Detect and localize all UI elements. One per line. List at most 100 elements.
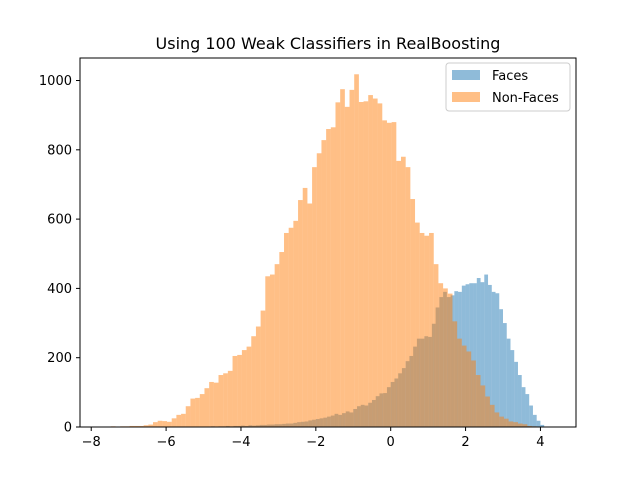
histogram-bar: [499, 417, 504, 427]
histogram-bar: [233, 356, 238, 427]
histogram-bar: [434, 264, 439, 427]
legend-swatch: [452, 92, 480, 102]
histogram-bar: [518, 424, 523, 427]
histogram-bar: [401, 157, 406, 427]
y-tick-label: 600: [47, 213, 72, 228]
histogram-bar: [209, 382, 214, 427]
histogram-bar: [537, 421, 541, 427]
histogram-bar: [485, 397, 490, 427]
histogram-bar: [495, 412, 500, 427]
histogram-bar: [172, 418, 177, 427]
histogram-bar: [317, 153, 322, 427]
x-tick-label: 4: [536, 435, 544, 450]
histogram-bar: [307, 204, 312, 427]
histogram-bar: [420, 233, 425, 427]
histogram-bar: [533, 415, 537, 427]
histogram-bar: [219, 375, 224, 427]
histogram-bar: [499, 309, 503, 427]
histogram-bar: [457, 339, 462, 427]
histogram-bar: [270, 275, 275, 427]
histogram-bar: [261, 311, 266, 427]
histogram-bar: [359, 102, 364, 427]
histogram-bar: [378, 103, 383, 427]
histogram-bar: [368, 95, 373, 427]
histogram-bar: [507, 339, 511, 427]
histogram-bar: [176, 415, 181, 427]
histogram-bar: [424, 236, 429, 427]
histogram-bar: [387, 123, 392, 427]
histogram-bar: [312, 167, 317, 427]
histogram-bar: [415, 223, 420, 427]
histogram-bar: [476, 375, 481, 427]
histogram-bar: [504, 419, 509, 427]
chart-title: Using 100 Weak Classifiers in RealBoosti…: [156, 34, 501, 53]
histogram-bar: [228, 371, 233, 427]
histogram-bar: [340, 89, 345, 427]
histogram-bar: [214, 383, 219, 427]
histogram-bar: [247, 347, 252, 427]
legend: Faces Non-Faces: [446, 63, 570, 111]
histogram-bar: [275, 264, 280, 427]
histogram-bar: [503, 323, 507, 427]
histogram-bar: [186, 406, 191, 427]
histogram-bar: [289, 228, 294, 427]
histogram-bar: [438, 283, 443, 427]
histogram-bar: [382, 120, 387, 427]
y-tick-label: 0: [64, 421, 72, 436]
histogram-bar: [298, 200, 303, 427]
histogram-bar: [518, 375, 522, 427]
histogram-bar: [406, 167, 411, 427]
histogram-bar: [265, 276, 270, 427]
histogram-bar: [204, 388, 209, 427]
histogram-bar: [471, 360, 476, 427]
histogram-bar: [279, 252, 284, 427]
histogram-bar: [392, 122, 397, 427]
histogram-bar: [345, 107, 350, 427]
histogram-bar: [513, 422, 518, 427]
histogram-bar: [326, 129, 331, 427]
histogram-bar: [158, 421, 163, 427]
x-tick-label: 2: [461, 435, 469, 450]
x-tick-label: −2: [306, 435, 325, 450]
histogram-bar: [350, 90, 355, 427]
histogram-bar: [467, 351, 472, 427]
x-tick-label: 0: [387, 435, 395, 450]
histogram-bar: [525, 394, 529, 427]
histogram-bar: [284, 233, 289, 427]
histogram-bar: [303, 188, 308, 427]
histogram-bar: [514, 362, 518, 427]
histogram-bar: [364, 101, 369, 427]
histogram-bar: [293, 221, 298, 427]
histogram-bar: [256, 327, 261, 427]
histogram-bar: [200, 394, 205, 427]
x-tick-label: −4: [231, 435, 250, 450]
y-tick-label: 200: [47, 351, 72, 366]
x-tick-label: −6: [157, 435, 176, 450]
histogram-bar: [237, 355, 242, 427]
histogram-bar: [242, 350, 247, 427]
y-tick-label: 1000: [39, 74, 72, 89]
histogram-bar: [509, 421, 514, 427]
y-tick-label: 400: [47, 282, 72, 297]
histogram-bar: [490, 405, 495, 427]
histogram-bar: [162, 421, 167, 427]
histogram-bar: [167, 422, 172, 427]
legend-label: Faces: [492, 69, 528, 84]
legend-label: Non-Faces: [492, 91, 559, 106]
histogram-bar: [321, 140, 326, 427]
histogram-bar: [410, 199, 415, 427]
histogram-bar: [354, 74, 359, 427]
histogram-bar: [496, 293, 500, 427]
y-tick-label: 800: [47, 143, 72, 158]
histogram-bar: [452, 321, 457, 427]
histogram-bar: [181, 414, 186, 427]
histogram-bar: [510, 350, 514, 427]
histogram-bar: [190, 399, 195, 427]
histogram-bar: [195, 398, 200, 427]
histogram-bar: [448, 294, 453, 427]
histogram-bar: [443, 288, 448, 427]
histogram-bar: [331, 127, 336, 427]
histogram-bar: [373, 99, 378, 427]
